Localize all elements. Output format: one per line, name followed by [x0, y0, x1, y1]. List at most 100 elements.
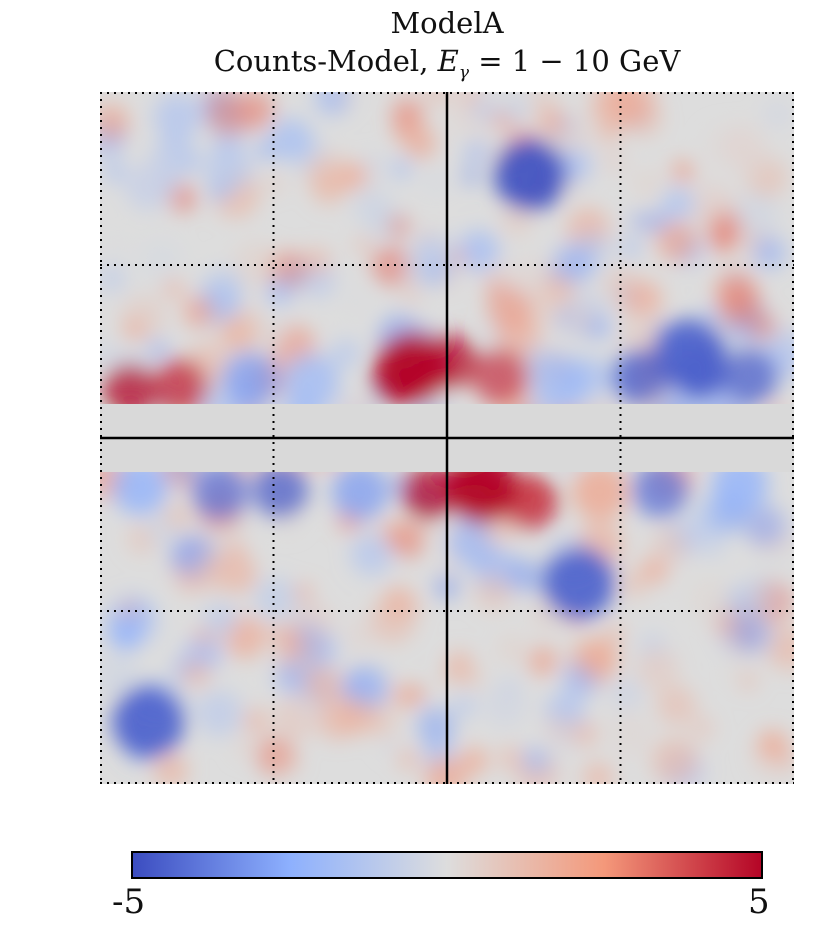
map-texture-cell	[462, 92, 479, 105]
map-edge-feature	[222, 352, 278, 408]
map-texture-cell	[633, 169, 663, 199]
map-edge-feature	[612, 349, 668, 405]
map-texture-cell	[738, 671, 758, 690]
map-texture-cell	[690, 716, 715, 741]
map-texture-cell	[757, 729, 788, 760]
map-texture-cell	[282, 752, 300, 771]
map-texture-cell	[381, 736, 399, 754]
map-texture-cell	[763, 100, 792, 129]
map-edge-feature	[152, 359, 208, 415]
map-texture-cell	[203, 603, 238, 638]
map-texture-cell	[274, 660, 308, 694]
map-texture-cell	[621, 238, 641, 258]
map-texture-cell	[153, 93, 201, 141]
map-texture-cell	[599, 124, 618, 144]
map-texture-cell	[454, 695, 475, 716]
map-feature-positive	[376, 332, 449, 405]
map-texture-cell	[234, 734, 257, 758]
map-texture-cell	[269, 117, 313, 161]
map-texture-cell	[595, 321, 612, 338]
colorbar	[131, 851, 763, 879]
map-edge-feature	[532, 354, 588, 410]
map-texture-cell	[340, 162, 369, 191]
map-texture-cell	[163, 278, 183, 298]
map-texture-cell	[607, 711, 653, 757]
colorbar-min-label: -5	[112, 882, 146, 922]
map-texture-cell	[391, 97, 424, 130]
subtitle-symbol: E	[437, 44, 459, 78]
subtitle-prefix: Counts-Model,	[213, 44, 438, 78]
map-texture-cell	[122, 318, 145, 341]
map-texture-cell	[397, 749, 419, 770]
map-texture-cell	[424, 756, 467, 784]
map-texture-cell	[354, 235, 373, 254]
map-edge-feature	[192, 464, 248, 520]
map-texture-cell	[571, 720, 598, 747]
map-texture-cell	[195, 690, 243, 737]
map-edge-feature	[112, 459, 168, 515]
residual-map	[100, 92, 794, 784]
map-texture-cell	[350, 533, 393, 576]
map-texture-cell	[608, 696, 626, 714]
map-texture-cell	[100, 342, 114, 363]
map-texture-cell	[700, 532, 726, 559]
map-texture-cell	[130, 601, 155, 625]
map-texture-cell	[207, 92, 252, 136]
map-texture-cell	[185, 154, 203, 172]
map-texture-cell	[442, 664, 463, 685]
map-texture-cell	[355, 675, 386, 707]
colorbar-gradient	[131, 851, 763, 879]
map-texture-cell	[204, 268, 243, 307]
map-texture-cell	[458, 230, 500, 272]
map-texture-cell	[303, 247, 331, 276]
map-texture-cell	[311, 169, 347, 205]
map-texture-cell	[735, 576, 777, 618]
map-texture-cell	[717, 282, 762, 327]
map-texture-cell	[447, 521, 493, 567]
map-texture-cell	[750, 313, 778, 341]
map-texture-cell	[265, 277, 294, 306]
map-edge-feature	[252, 462, 308, 518]
map-texture-cell	[618, 326, 638, 346]
map-texture-cell	[182, 295, 216, 329]
map-texture-cell	[100, 264, 126, 293]
colorbar-max-label: 5	[748, 882, 770, 922]
map-texture-cell	[771, 633, 794, 673]
map-texture-cell	[243, 708, 269, 734]
map-feature-negative	[112, 685, 185, 758]
map-texture-cell	[390, 524, 426, 560]
map-texture-cell	[475, 573, 513, 611]
map-texture-cell	[218, 307, 265, 355]
map-texture-cell	[501, 96, 529, 124]
subtitle-subscript: γ	[458, 62, 469, 83]
map-texture-cell	[544, 713, 574, 743]
map-texture-cell	[267, 623, 286, 642]
map-texture-cell	[135, 155, 176, 197]
map-edge-feature	[332, 464, 388, 520]
map-texture-cell	[416, 706, 456, 746]
map-texture-cell	[720, 123, 765, 169]
subtitle-suffix: = 1 − 10 GeV	[468, 44, 681, 78]
map-texture-cell	[500, 204, 533, 237]
map-texture-cell	[620, 569, 649, 598]
map-feature-negative	[542, 547, 615, 620]
map-texture-cell	[139, 239, 182, 282]
map-texture-cell	[527, 646, 558, 677]
map-texture-cell	[425, 92, 449, 105]
map-texture-cell	[305, 666, 344, 706]
map-texture-cell	[121, 630, 138, 647]
map-texture-cell	[725, 665, 742, 682]
map-texture-cell	[640, 556, 669, 584]
map-texture-cell	[483, 682, 528, 727]
map-edge-feature	[282, 354, 338, 410]
map-texture-cell	[342, 618, 378, 653]
map-edge-feature	[402, 464, 458, 520]
map-texture-cell	[743, 504, 786, 547]
map-texture-cell	[255, 140, 276, 161]
map-texture-cell	[686, 574, 731, 619]
map-texture-cell	[461, 166, 481, 186]
map-texture-cell	[401, 283, 422, 304]
map-texture-cell	[515, 256, 553, 294]
map-texture-cell	[538, 109, 567, 138]
map-texture-cell	[656, 685, 697, 726]
